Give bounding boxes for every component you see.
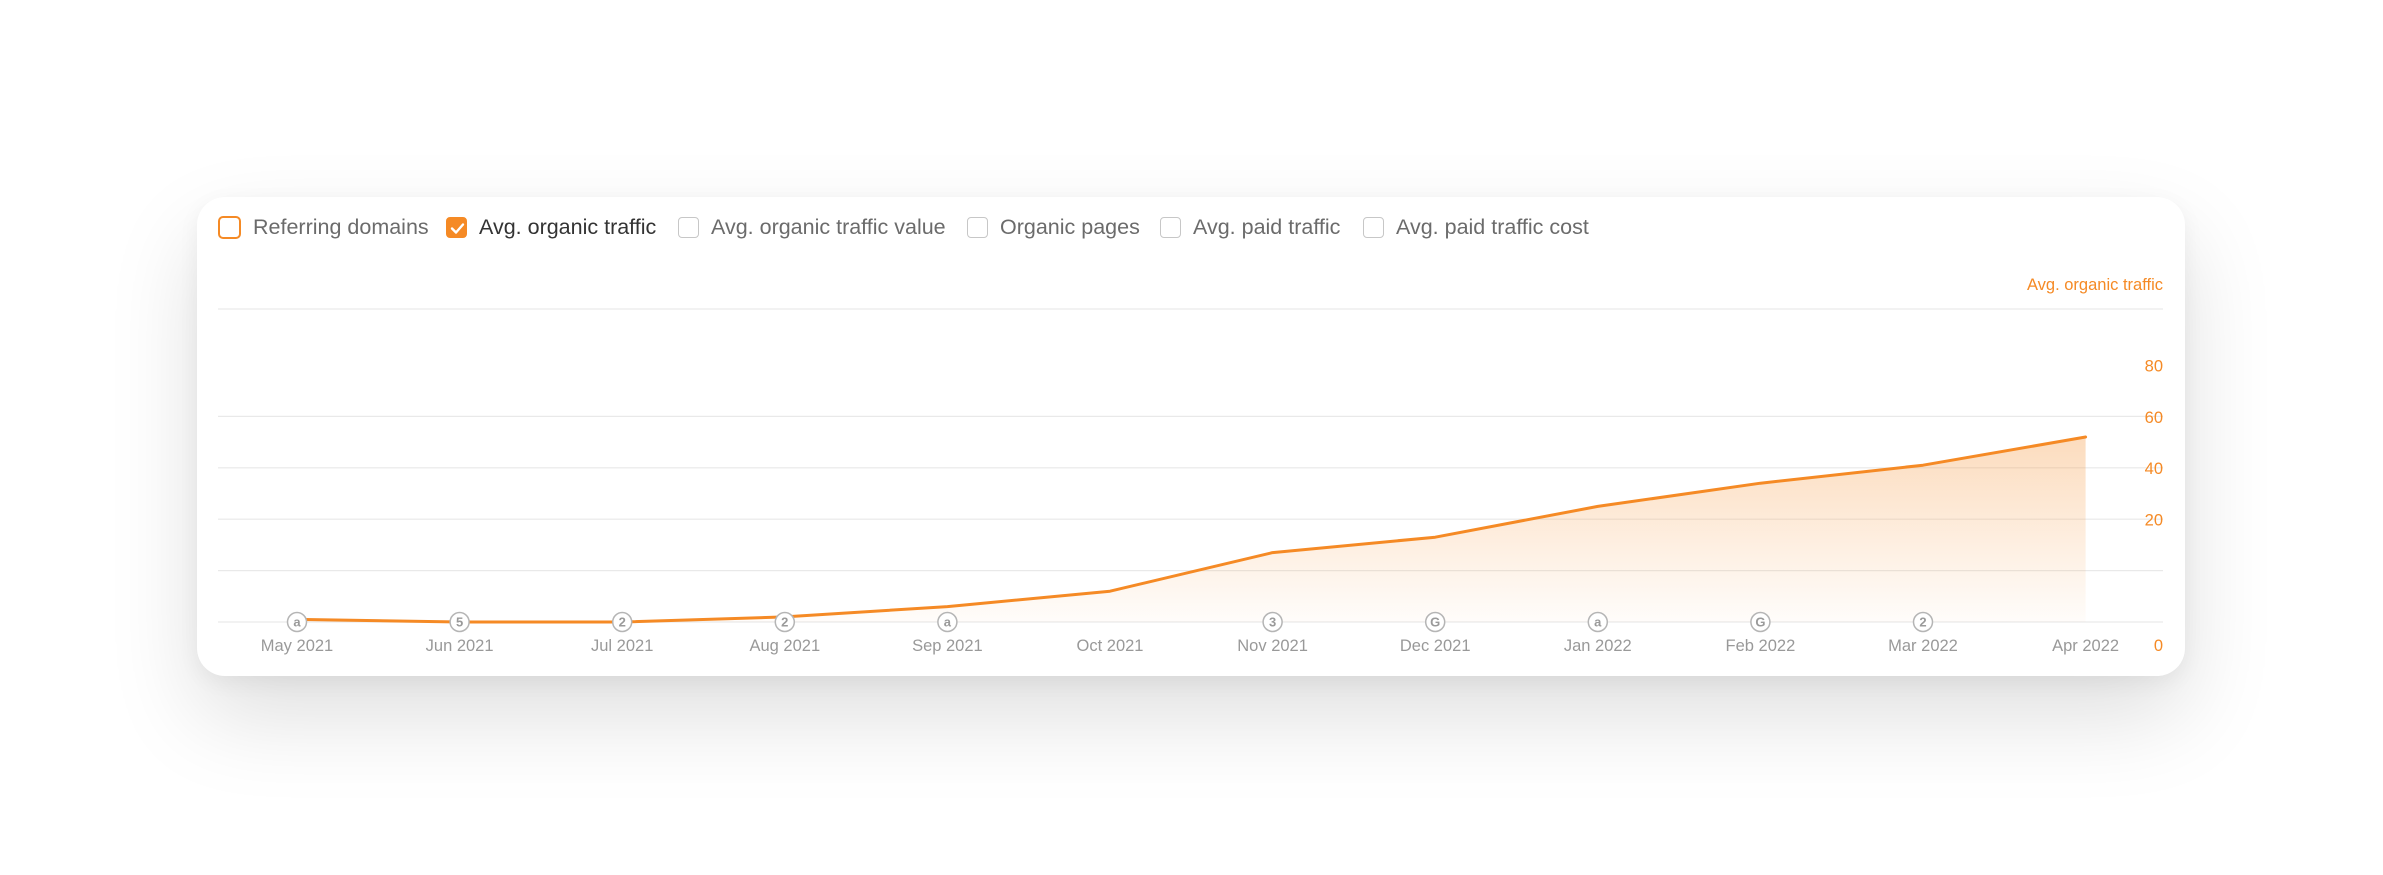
checkbox-organic-pages[interactable] — [967, 216, 988, 238]
annotation-marker-label: 2 — [781, 615, 788, 630]
x-tick-label: Jul 2021 — [591, 637, 653, 655]
chart-card: Referring domains Avg. organic traffic A… — [197, 197, 2185, 676]
annotation-marker-circle — [1262, 611, 1283, 633]
annotation-marker-circle — [1750, 611, 1771, 633]
annotation-marker-label: 2 — [619, 615, 626, 630]
annotation-marker-label: a — [1594, 615, 1602, 630]
checkbox-avg-paid-traffic[interactable] — [1160, 216, 1181, 238]
annotation-marker-label: G — [1755, 615, 1765, 630]
x-tick-label: Nov 2021 — [1237, 637, 1308, 655]
annotation-marker-circle — [937, 611, 958, 633]
legend-label-organic-pages: Organic pages — [1000, 214, 1140, 239]
annotation-marker[interactable]: a — [286, 611, 308, 633]
annotation-marker[interactable]: G — [1424, 611, 1446, 633]
y-tick-label: 20 — [2145, 512, 2163, 530]
legend-toggle-avg-paid-traffic-cost[interactable]: Avg. paid traffic cost — [1363, 213, 1589, 241]
annotation-marker[interactable]: 3 — [1262, 611, 1283, 633]
checkbox-referring-domains[interactable] — [218, 215, 241, 239]
y-tick-label: 80 — [2145, 357, 2163, 375]
y-tick-label: 0 — [2154, 637, 2163, 655]
legend-toggle-avg-paid-traffic[interactable]: Avg. paid traffic — [1160, 213, 1340, 241]
y-axis-title: Avg. organic traffic — [2027, 276, 2163, 294]
checkbox-avg-organic-traffic[interactable] — [446, 216, 467, 238]
legend-label-avg-paid-traffic: Avg. paid traffic — [1193, 214, 1341, 239]
legend-label-referring-domains: Referring domains — [253, 214, 429, 239]
annotation-marker-circle — [611, 611, 633, 633]
annotation-marker-circle — [286, 611, 308, 633]
annotation-marker[interactable]: G — [1750, 611, 1771, 633]
annotation-marker[interactable]: 2 — [611, 611, 633, 633]
legend-label-avg-paid-traffic-cost: Avg. paid traffic cost — [1396, 214, 1589, 239]
annotation-marker-circle — [1424, 611, 1446, 633]
x-tick-label: Jun 2021 — [426, 637, 494, 655]
y-tick-label: 60 — [2145, 409, 2163, 427]
area-layer — [297, 437, 2086, 622]
annotation-marker[interactable]: 5 — [449, 611, 470, 633]
checkbox-avg-paid-traffic-cost[interactable] — [1363, 216, 1384, 238]
x-tick-label: Jan 2022 — [1564, 637, 1632, 655]
series-area-avg-organic-traffic — [297, 437, 2086, 622]
annotation-marker-circle — [449, 611, 470, 633]
annotation-marker[interactable]: 2 — [774, 611, 796, 633]
x-axis-ticks: May 2021 Jun 2021 Jul 2021 Aug 2021 Sep 2021… — [261, 637, 2119, 655]
legend-toggle-avg-organic-traffic[interactable]: Avg. organic traffic — [446, 213, 656, 241]
checkbox-avg-organic-traffic-value[interactable] — [678, 216, 699, 238]
annotation-marker[interactable]: a — [937, 611, 958, 633]
series-line-avg-organic-traffic — [295, 435, 2088, 624]
chart-legend: Referring domains Avg. organic traffic A… — [197, 197, 2185, 251]
x-tick-label: May 2021 — [261, 637, 333, 655]
y-axis-ticks: 0 20 40 60 80 — [2145, 357, 2163, 655]
annotation-marker[interactable]: a — [1587, 611, 1609, 633]
legend-toggle-avg-organic-traffic-value[interactable]: Avg. organic traffic value — [678, 213, 946, 241]
legend-toggle-organic-pages[interactable]: Organic pages — [967, 213, 1140, 241]
line-layer — [295, 435, 2088, 624]
x-tick-label: Aug 2021 — [749, 637, 820, 655]
annotation-marker[interactable]: 2 — [1912, 611, 1934, 633]
annotation-marker-circle — [774, 611, 796, 633]
y-tick-label: 40 — [2145, 460, 2163, 478]
x-tick-label: Mar 2022 — [1888, 637, 1958, 655]
x-tick-label: Oct 2021 — [1077, 637, 1144, 655]
annotation-marker-label: a — [293, 615, 301, 630]
annotation-marker-circle — [1587, 611, 1609, 633]
x-tick-label: Feb 2022 — [1726, 637, 1796, 655]
x-tick-label: Sep 2021 — [912, 637, 983, 655]
annotation-marker-label: G — [1430, 615, 1440, 630]
legend-label-avg-organic-traffic-value: Avg. organic traffic value — [711, 214, 946, 239]
legend-toggle-referring-domains[interactable]: Referring domains — [218, 213, 429, 241]
x-tick-label: Apr 2022 — [2052, 637, 2119, 655]
annotation-marker-circle — [1912, 611, 1934, 633]
checkmark-icon — [450, 222, 465, 234]
annotation-marker-label: 5 — [456, 615, 463, 630]
legend-label-avg-organic-traffic: Avg. organic traffic — [479, 214, 657, 239]
x-tick-label: Dec 2021 — [1400, 637, 1471, 655]
annotation-marker-label: a — [944, 615, 952, 630]
annotation-marker-label: 3 — [1269, 615, 1276, 630]
annotation-marker-label: 2 — [1919, 615, 1926, 630]
